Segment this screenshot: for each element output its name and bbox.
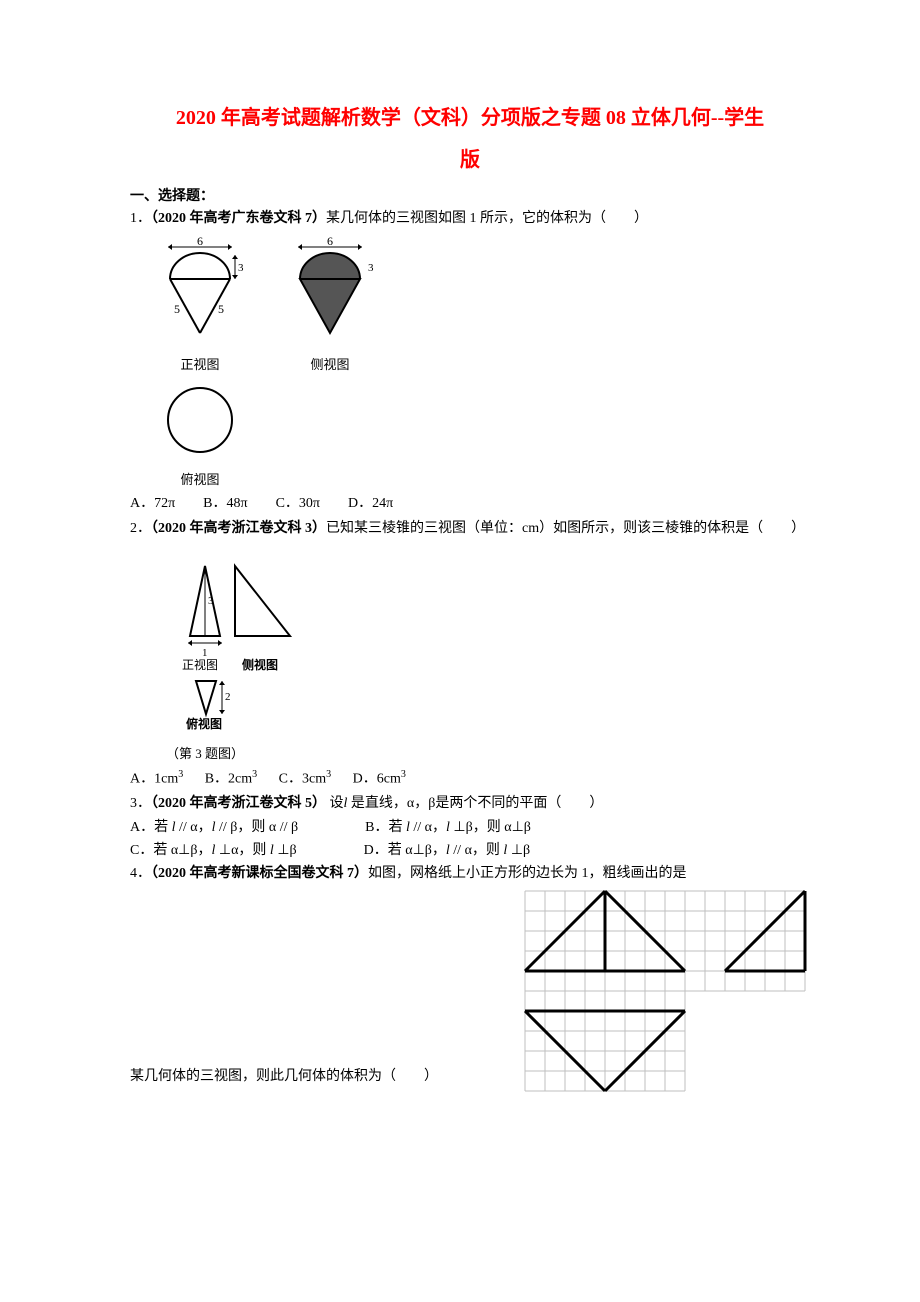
q3-row1: A．若 l // α，l // β，则 α // β B．若 l // α，l … (130, 817, 810, 839)
q2-number: 2． (130, 521, 151, 536)
q3D-post: ⊥β (507, 843, 530, 858)
q2-cap-front: 正视图 (182, 657, 218, 672)
q1-side5c: 5 (304, 302, 310, 316)
q3-options: A．若 l // α，l // β，则 α // β B．若 l // α，l … (130, 817, 810, 863)
question-2: 2．（2020 年高考浙江卷文科 3）已知某三棱锥的三视图（单位：cm）如图所示… (130, 518, 810, 540)
q3B-mid: // α， (410, 820, 446, 835)
q2-svg: 3 1 正视图 侧视图 2 俯视图 (160, 546, 330, 736)
q2-optA: A．1cm (130, 772, 178, 787)
q3B-pre: B．若 (365, 820, 406, 835)
q2-optD: D．6cm (353, 772, 401, 787)
q1-fig-side: 6 5 5 3 侧视图 (280, 235, 380, 376)
q1-source: （2020 年高考广东卷文科 7） (151, 211, 326, 226)
q1-options: A．72π B．48π C．30π D．24π (130, 493, 810, 515)
q1-cap-front: 正视图 (150, 355, 250, 376)
question-3: 3．（2020 年高考浙江卷文科 5） 设l 是直线，α，β是两个不同的平面（ … (130, 793, 810, 815)
q2-cap-top: 俯视图 (186, 716, 222, 731)
q1-side-svg: 6 5 5 3 (280, 235, 380, 345)
q3-number: 3． (130, 796, 151, 811)
q2-supA: 3 (178, 769, 183, 780)
q3-row2: C．若 α⊥β，l ⊥α，则 l ⊥β D．若 α⊥β，l // α，则 l ⊥… (130, 840, 810, 862)
q2-supD: 3 (401, 769, 406, 780)
q1-dim3-front: 3 (238, 262, 244, 274)
q4-grid-svg (520, 886, 810, 1096)
question-1: 1．（2020 年高考广东卷文科 7）某几何体的三视图如图 1 所示，它的体积为… (130, 208, 810, 230)
q2-options: A．1cm3 B．2cm3 C．3cm3 D．6cm3 (130, 767, 810, 791)
q2-supB: 3 (252, 769, 257, 780)
q4-number: 4． (130, 866, 151, 881)
doc-title-line1: 2020 年高考试题解析数学（文科）分项版之专题 08 立体几何--学生 (130, 100, 810, 136)
q1-side5a: 5 (174, 302, 180, 316)
exam-page: 2020 年高考试题解析数学（文科）分项版之专题 08 立体几何--学生 版 一… (0, 0, 920, 1302)
q3C-mid: ⊥α，则 (215, 843, 270, 858)
q3-stem-post: 是直线，α，β是两个不同的平面（ ） (347, 796, 603, 811)
q1-side5b: 5 (218, 302, 224, 316)
q3C-pre: C．若 α⊥β， (130, 843, 212, 858)
q1-fig-top: 俯视图 (160, 380, 810, 491)
q1-number: 1． (130, 211, 151, 226)
q1-stem: 某几何体的三视图如图 1 所示，它的体积为（ ） (326, 211, 648, 226)
q2-source: （2020 年高考浙江卷文科 3） (151, 521, 326, 536)
q3A-mid: // α， (176, 820, 212, 835)
doc-title-line2: 版 (130, 144, 810, 176)
q2-cap-below: （第 3 题图） (166, 744, 810, 765)
q4-grid (520, 886, 810, 1104)
q1-cap-top: 俯视图 (160, 470, 240, 491)
q3-source: （2020 年高考浙江卷文科 5） (151, 796, 326, 811)
q4-stem2: 某几何体的三视图，则此几何体的体积为（ ） (130, 1069, 438, 1084)
q3B-post: ⊥β，则 α⊥β (450, 820, 531, 835)
q1-cap-side: 侧视图 (280, 355, 380, 376)
q2-dim2: 2 (225, 691, 231, 703)
q3D-mid: // α，则 (450, 843, 504, 858)
q3C-post: ⊥β (274, 843, 297, 858)
q1-dim6-front: 6 (197, 235, 203, 248)
q1-dim3-side: 3 (368, 262, 374, 274)
q1-figures: 6 3 5 5 正视图 6 (150, 235, 810, 376)
q1-top-svg (160, 380, 240, 460)
section-heading: 一、选择题： (130, 186, 810, 208)
q2-optB: B．2cm (205, 772, 252, 787)
q2-figure: 3 1 正视图 侧视图 2 俯视图 （第 3 题图） (160, 546, 810, 765)
q2-cap-side: 侧视图 (242, 657, 278, 672)
question-4: 4．（2020 年高考新课标全国卷文科 7）如图，网格纸上小正方形的边长为 1，… (130, 863, 810, 885)
q3A-pre: A．若 (130, 820, 172, 835)
q2-dim3: 3 (208, 595, 214, 607)
q1-side5d: 5 (348, 302, 354, 316)
q3D-pre: D．若 α⊥β， (364, 843, 446, 858)
q1-dim6-side: 6 (327, 235, 333, 248)
q2-supC: 3 (326, 769, 331, 780)
q2-optC: C．3cm (279, 772, 326, 787)
q3-stem-pre: 设 (330, 796, 344, 811)
q1-fig-front: 6 3 5 5 正视图 (150, 235, 250, 376)
q1-front-svg: 6 3 5 5 (150, 235, 250, 345)
q2-stem: 已知某三棱锥的三视图（单位：cm）如图所示，则该三棱锥的体积是（ ） (326, 521, 805, 536)
q4-source: （2020 年高考新课标全国卷文科 7） (151, 866, 368, 881)
q4-stem1: 如图，网格纸上小正方形的边长为 1，粗线画出的是 (368, 866, 687, 881)
q3A-post: // β，则 α // β (216, 820, 299, 835)
